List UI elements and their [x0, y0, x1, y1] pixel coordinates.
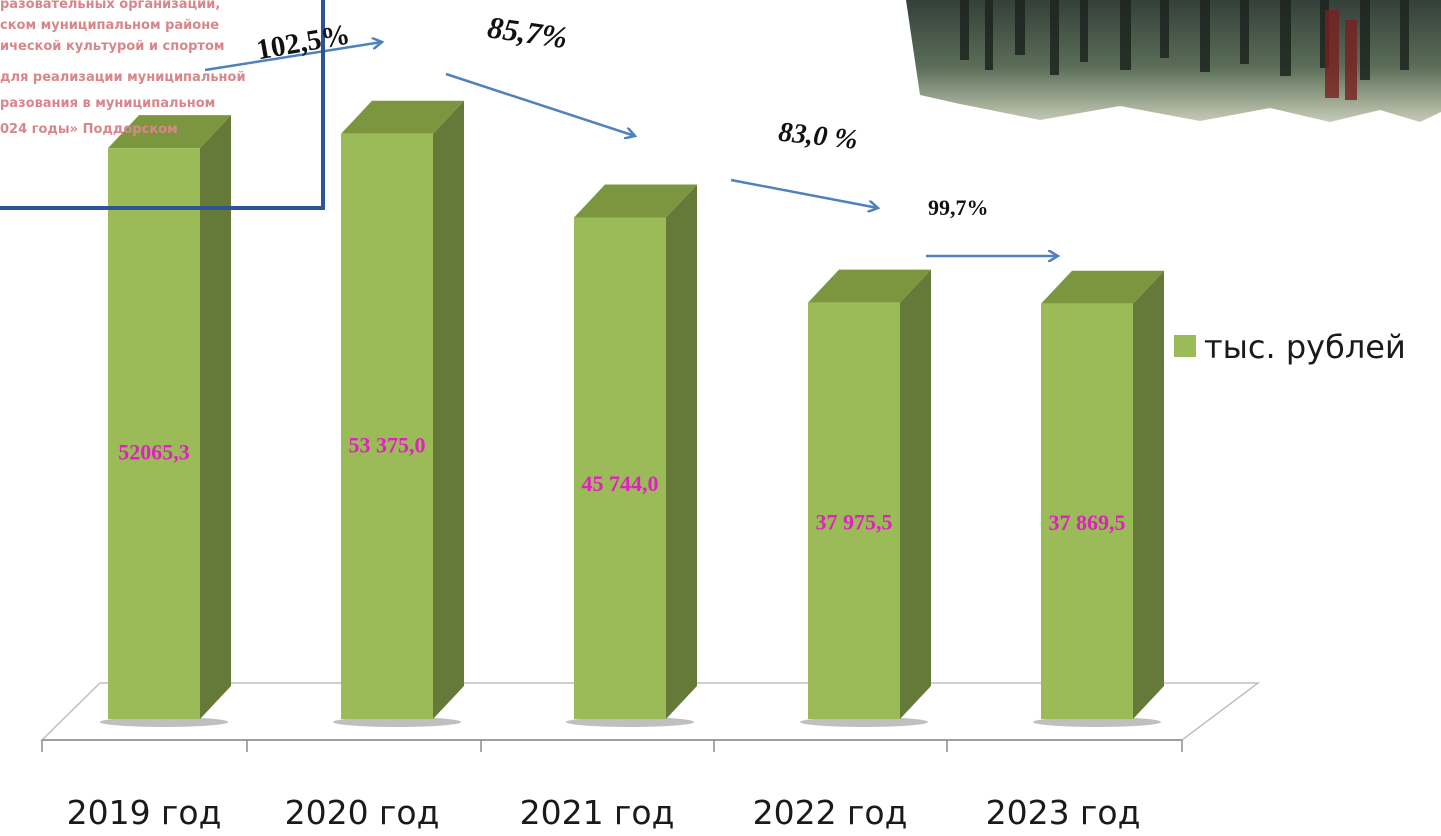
bar-top — [574, 184, 697, 218]
bar-front — [108, 148, 200, 719]
bars-group — [100, 100, 1164, 727]
bar-front — [341, 133, 433, 719]
bar — [333, 100, 464, 727]
x-axis-ticks — [41, 740, 1183, 752]
note-line: разовательных организаций, — [0, 0, 220, 12]
bar-front — [1041, 303, 1133, 719]
change-label-2023: 99,7% — [928, 195, 989, 220]
change-label-2020: 102,5% — [254, 19, 352, 67]
x-tick-label: 2019 год — [67, 793, 222, 832]
note-line: 024 годы» Поддорском — [0, 122, 178, 137]
bar — [100, 115, 231, 727]
x-tick-label: 2022 год — [753, 793, 908, 832]
x-tick-label: 2020 год — [285, 793, 440, 832]
note-line: ском муниципальном районе — [0, 18, 219, 33]
bar-shadow — [566, 717, 694, 727]
bar — [566, 184, 697, 727]
overlay-note: разовательных организаций, ском муниципа… — [0, 0, 325, 210]
bar-shadow — [333, 717, 461, 727]
bar-top — [1041, 270, 1164, 304]
note-frame — [0, 0, 325, 210]
data-label: 52065,3 — [118, 439, 190, 464]
change-label-2022: 83,0 % — [777, 117, 859, 156]
bar-front — [808, 302, 900, 719]
bar-side — [433, 100, 464, 719]
bar-side — [666, 184, 697, 720]
legend-swatch — [1174, 335, 1196, 357]
bar — [800, 269, 931, 727]
bar-shadow — [1033, 717, 1161, 727]
change-arrow-2021 — [445, 72, 635, 136]
value-labels: 52065,3 53 375,0 45 744,0 37 975,5 37 869,5 — [118, 433, 1125, 535]
note-line: разования в муниципальном — [0, 96, 215, 111]
data-label: 45 744,0 — [582, 471, 659, 496]
bar-front — [574, 217, 666, 720]
category-labels: 2019 год 2020 год 2021 год 2022 год 2023 год — [67, 793, 1141, 832]
bar — [1033, 270, 1164, 727]
x-tick-label: 2021 год — [520, 793, 675, 832]
change-arrows — [204, 42, 1058, 256]
x-tick-label: 2023 год — [986, 793, 1141, 832]
legend-label: тыс. рублей — [1204, 328, 1406, 366]
bar-side — [1133, 270, 1164, 719]
photo-thumbnail — [906, 0, 1441, 122]
bar-shadow — [100, 717, 228, 727]
bar-side — [900, 269, 931, 719]
change-arrow-2020 — [204, 42, 382, 72]
data-label: 37 975,5 — [816, 510, 893, 535]
data-label: 53 375,0 — [349, 433, 426, 458]
legend: тыс. рублей — [1174, 328, 1406, 366]
data-label: 37 869,5 — [1049, 510, 1126, 535]
change-arrow-2022 — [730, 178, 878, 208]
bar-top — [341, 100, 464, 134]
bar-top — [808, 269, 931, 303]
bar-shadow — [800, 717, 928, 727]
bar-side — [200, 115, 231, 719]
bar-top — [108, 115, 231, 149]
note-line: для реализации муниципальной — [0, 70, 246, 85]
note-line: ической культурой и спортом — [0, 39, 225, 54]
change-label-2021: 85,7% — [485, 9, 569, 55]
